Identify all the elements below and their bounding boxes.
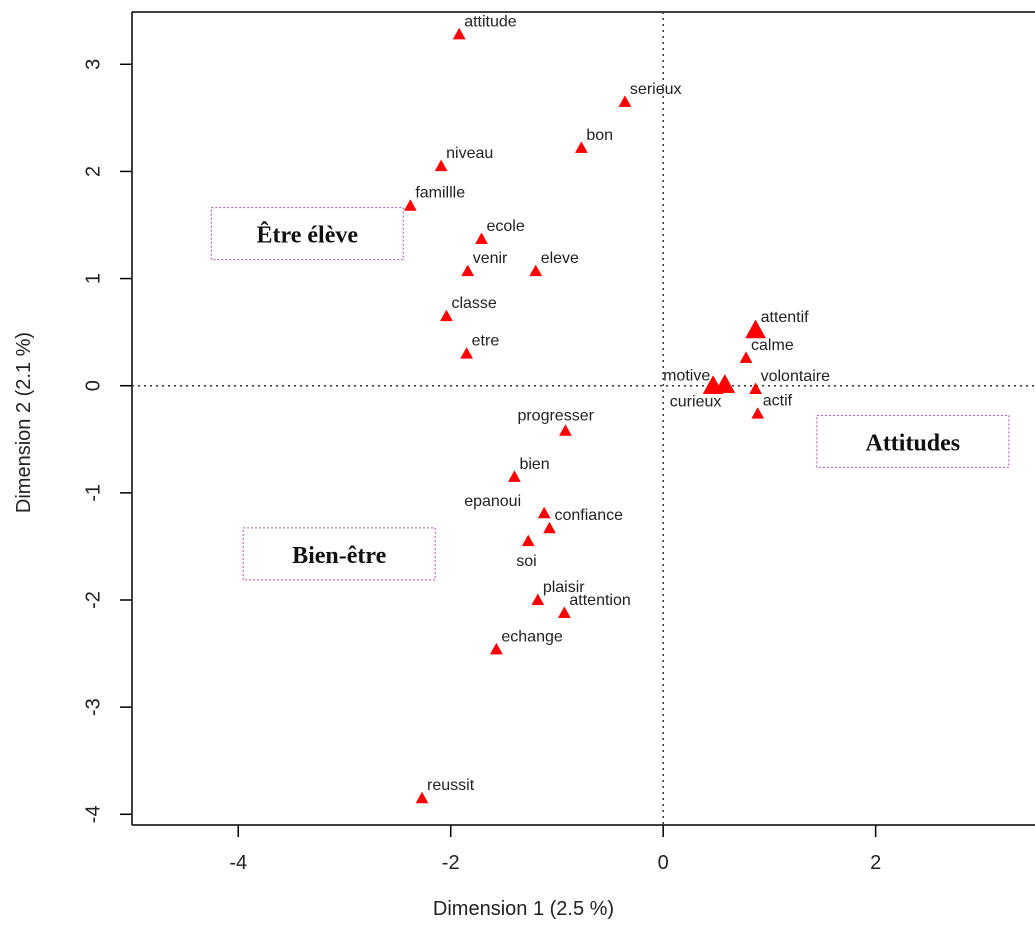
point-eleve <box>529 264 543 277</box>
y-axis: -4 -3 -2 -1 0 1 2 3 <box>82 59 132 823</box>
point-plaisir <box>531 593 545 606</box>
point-label-curieux: curieux <box>670 394 722 411</box>
point-soi <box>521 534 535 547</box>
point-label-soi: soi <box>516 553 536 570</box>
y-tick-label: -3 <box>82 698 104 716</box>
y-axis-title: Dimension 2 (2.1 %) <box>13 332 35 513</box>
point-niveau <box>434 159 448 172</box>
point-label-echange: echange <box>501 628 562 645</box>
point-label-confiance: confiance <box>555 507 624 524</box>
y-tick-label: 3 <box>82 59 104 70</box>
point-label-etre: etre <box>472 333 500 350</box>
annotation-box <box>242 527 436 581</box>
point-label-actif: actif <box>763 393 793 410</box>
annotation-label: Bien-être <box>292 543 387 569</box>
point-label-calme: calme <box>751 337 794 354</box>
x-tick-label: -2 <box>442 852 460 874</box>
data-points: attitude serieux bon niveau famillle ecole ven… <box>403 13 830 804</box>
y-tick-label: -1 <box>82 484 104 502</box>
point-label-attention: attention <box>569 592 630 609</box>
annotation-box <box>816 414 1010 468</box>
point-label-classe: classe <box>451 295 496 312</box>
x-axis: -4 -2 0 2 <box>229 825 881 874</box>
point-attitude <box>452 27 466 40</box>
x-axis-title: Dimension 1 (2.5 %) <box>433 898 614 920</box>
point-attentif <box>745 319 767 339</box>
point-ecole <box>475 232 488 244</box>
point-label-reussit: reussit <box>427 777 475 794</box>
point-venir <box>461 264 475 277</box>
annotation-label: Attitudes <box>865 430 960 456</box>
group-annotations: Être élève Attitudes Bien-être <box>210 207 1010 581</box>
y-tick-label: 1 <box>82 273 104 284</box>
point-label-attentif: attentif <box>761 309 810 326</box>
annotation-label: Être élève <box>257 222 359 249</box>
reference-lines <box>132 12 1035 825</box>
point-label-progresser: progresser <box>517 408 594 425</box>
point-label-venir: venir <box>473 250 508 267</box>
point-label-attitude: attitude <box>464 13 517 30</box>
point-reussit <box>415 791 429 804</box>
y-tick-label: -4 <box>82 805 104 823</box>
point-label-serieux: serieux <box>630 81 682 98</box>
point-label-bien: bien <box>519 456 549 473</box>
y-tick-label: 0 <box>82 380 104 391</box>
point-label-plaisir: plaisir <box>543 579 585 596</box>
point-curieux <box>714 374 736 393</box>
y-tick-label: -2 <box>82 591 104 609</box>
y-tick-label: 2 <box>82 166 104 177</box>
point-label-bon: bon <box>586 127 613 144</box>
point-label-volontaire: volontaire <box>761 368 830 385</box>
point-echange <box>489 642 503 655</box>
annotation-box <box>210 207 404 261</box>
point-label-motive: motive <box>663 368 710 385</box>
x-tick-label: 2 <box>870 852 881 874</box>
point-bon <box>574 141 588 153</box>
point-etre <box>460 347 474 359</box>
point-bien <box>508 470 521 482</box>
x-tick-label: -4 <box>229 852 247 874</box>
point-volontaire <box>749 382 763 394</box>
point-epanoui <box>537 506 551 519</box>
plot-frame <box>131 11 1035 826</box>
x-tick-label: 0 <box>658 852 669 874</box>
point-actif <box>751 407 765 419</box>
point-classe <box>440 309 453 322</box>
point-calme <box>739 351 753 363</box>
point-label-famillle: famillle <box>415 185 465 202</box>
point-label-epanoui: epanoui <box>464 493 521 510</box>
point-famillle <box>403 199 417 211</box>
point-confiance <box>543 521 556 534</box>
point-serieux <box>618 95 632 107</box>
point-progresser <box>559 424 572 436</box>
point-attention <box>557 606 571 618</box>
point-label-eleve: eleve <box>541 250 579 267</box>
point-label-niveau: niveau <box>446 145 493 162</box>
point-label-ecole: ecole <box>487 218 525 235</box>
